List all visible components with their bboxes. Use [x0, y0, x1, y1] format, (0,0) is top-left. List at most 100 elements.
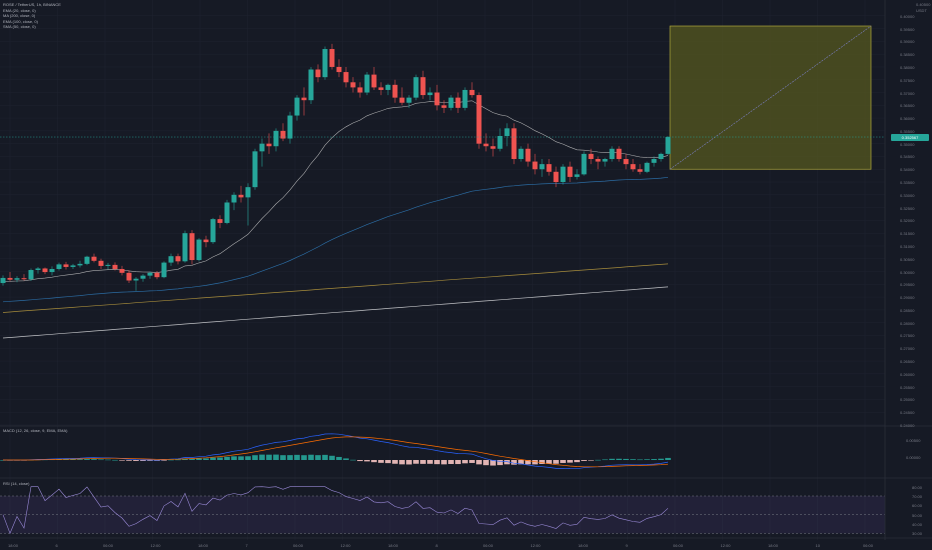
- price-tick: 0.28500: [900, 307, 915, 313]
- macd-histogram-bar: [364, 460, 370, 462]
- ma200-line: [2, 263, 669, 313]
- candle-bullish: [287, 115, 293, 139]
- candle-bearish: [434, 92, 440, 106]
- candle-bearish: [91, 256, 97, 261]
- candle-bullish: [49, 268, 55, 273]
- macd-histogram-bar: [252, 455, 258, 460]
- candle-bullish: [665, 137, 671, 154]
- candle-bearish: [616, 148, 622, 160]
- macd-line: [2, 433, 669, 470]
- candle-bearish: [567, 166, 573, 177]
- candle-bearish: [343, 72, 349, 83]
- time-tick: 18:00: [198, 543, 209, 548]
- time-tick: 06:00: [483, 543, 494, 548]
- candle-bullish: [497, 135, 503, 149]
- macd-histogram-bar: [511, 460, 517, 465]
- time-tick: 7: [245, 543, 248, 548]
- candle-bullish: [105, 264, 111, 266]
- time-tick: 12:00: [530, 543, 541, 548]
- candle-bearish: [266, 143, 272, 147]
- rsi-pane: [0, 486, 885, 535]
- price-tick: 0.39500: [900, 26, 915, 32]
- price-tick: 0.38500: [900, 52, 915, 58]
- candle-bearish: [553, 171, 559, 183]
- price-tick: 0.36500: [900, 103, 915, 109]
- macd-histogram-bar: [224, 456, 230, 460]
- indicator-sma50[interactable]: SMA (50, close, 0): [3, 24, 36, 29]
- price-tick: 0.30000: [900, 269, 915, 275]
- rsi-line: [2, 486, 669, 535]
- time-tick: 18:00: [768, 543, 779, 548]
- macd-histogram-bar: [105, 459, 111, 461]
- macd-histogram-bar: [91, 459, 97, 460]
- macd-histogram-bar: [420, 460, 426, 464]
- candle-bullish: [581, 153, 587, 175]
- candle-bullish: [140, 275, 146, 279]
- price-tick: 0.32500: [900, 205, 915, 211]
- macd-histogram-bar: [616, 458, 622, 460]
- candle-bearish: [126, 272, 132, 281]
- symbol-title[interactable]: ROSE / TetherUS, 1h, BINANCE: [3, 2, 61, 7]
- ema20-line: [2, 100, 669, 282]
- moving-averages: [2, 100, 669, 339]
- indicator-ema20[interactable]: EMA (20, close, 0): [3, 7, 36, 13]
- candle-bullish: [196, 239, 202, 261]
- macd-histogram-bar: [406, 460, 412, 465]
- macd-histogram-bar: [476, 460, 482, 465]
- candle-bullish: [133, 278, 139, 281]
- top-price-label: 0.40500: [916, 2, 931, 7]
- candle-bullish: [182, 233, 188, 262]
- rsi-tick: 50.00: [912, 512, 923, 518]
- candle-bearish: [21, 278, 27, 280]
- price-tick: 0.28000: [900, 320, 915, 326]
- candle-bearish: [336, 66, 342, 73]
- price-tick: 0.37500: [900, 77, 915, 83]
- time-tick: 12:00: [150, 543, 161, 548]
- macd-label[interactable]: MACD (12, 26, close, 9, EMA, EMA): [3, 428, 68, 433]
- macd-histogram-bar: [98, 459, 104, 461]
- macd-histogram-bar: [84, 459, 90, 460]
- last-price-tag: 0.352567: [891, 133, 929, 141]
- macd-tick-top: 0.00500: [906, 438, 921, 443]
- macd-histogram-bar: [70, 459, 76, 460]
- price-tick: 0.32000: [900, 218, 915, 224]
- macd-histogram-bar: [560, 460, 566, 463]
- macd-histogram-bar: [567, 460, 573, 463]
- macd-histogram-bar: [469, 460, 475, 463]
- price-tick: 0.29000: [900, 295, 915, 301]
- rsi-label[interactable]: RSI (14, close): [3, 481, 30, 486]
- rsi-tick: 70.00: [912, 494, 923, 499]
- candle-bullish: [259, 143, 265, 152]
- indicator-ema100[interactable]: EMA (100, close, 0): [3, 18, 38, 24]
- macd-histogram-bar: [315, 455, 321, 460]
- price-tick: 0.35000: [900, 141, 915, 147]
- candle-bearish: [441, 105, 447, 108]
- indicator-ma200[interactable]: MA (200, close, 0): [3, 13, 36, 18]
- macd-histogram-bar: [133, 460, 139, 461]
- candle-bullish: [448, 97, 454, 108]
- candle-bullish: [385, 84, 391, 90]
- signal-line: [3, 436, 669, 468]
- macd-histogram-bar: [343, 458, 349, 460]
- macd-histogram-bar: [546, 460, 552, 464]
- macd-histogram-bar: [378, 460, 384, 463]
- macd-histogram-bar: [665, 457, 671, 460]
- candle-bullish: [602, 159, 608, 162]
- price-tick: 0.35500: [900, 128, 915, 134]
- macd-histogram-bar: [280, 455, 286, 460]
- position-diagonal: [669, 25, 872, 170]
- macd-histogram-bar: [441, 460, 447, 465]
- candle-bearish: [42, 268, 48, 273]
- macd-histogram-bar: [532, 460, 538, 465]
- candle-bullish: [364, 74, 370, 93]
- candle-bearish: [392, 84, 398, 98]
- macd-histogram-bar: [147, 460, 153, 461]
- price-tick: 0.34500: [900, 154, 915, 160]
- candle-bearish: [203, 239, 209, 243]
- candle-bullish: [14, 278, 20, 280]
- candle-bullish: [644, 162, 650, 172]
- rsi-tick: 60.00: [912, 503, 923, 509]
- macd-histogram-bar: [322, 454, 328, 460]
- candle-bullish: [308, 69, 314, 101]
